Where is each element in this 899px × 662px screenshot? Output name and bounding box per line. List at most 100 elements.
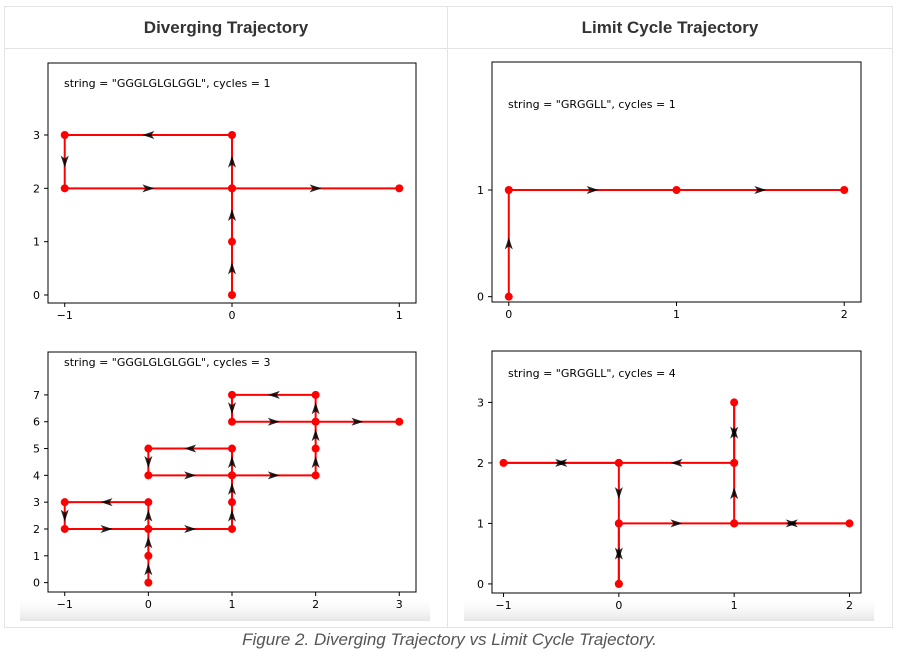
y-tick-label: 3 <box>33 496 40 509</box>
x-tick-label: 2 <box>841 308 848 321</box>
direction-arrow <box>142 131 155 139</box>
trajectory-point <box>228 498 236 507</box>
y-tick-label: 1 <box>33 236 40 249</box>
direction-arrow <box>228 509 236 522</box>
direction-arrow <box>614 487 623 500</box>
direction-arrow <box>670 519 683 528</box>
trajectory-point <box>228 444 236 453</box>
trajectory-point <box>395 184 404 193</box>
trajectory-point <box>311 444 320 453</box>
y-tick-label: 1 <box>477 517 484 530</box>
direction-arrow <box>184 444 197 453</box>
direction-arrow <box>730 487 739 500</box>
trajectory-point <box>228 471 236 480</box>
trajectory-point <box>730 398 739 407</box>
trajectory-point <box>144 524 153 533</box>
plot-annotation: string = "GGGLGLGLGGL", cycles = 3 <box>64 356 270 369</box>
trajectory-panel-3: −1 0 1 2 3 0 1 2 3 4 5 6 7 string = "GGGLGLGLGGL", cy… <box>33 351 417 611</box>
trajectory-point <box>228 131 236 139</box>
direction-arrow <box>144 563 153 576</box>
trajectory-point <box>144 498 153 507</box>
y-tick-label: 1 <box>477 184 484 197</box>
trajectory-point <box>60 184 69 193</box>
direction-arrow <box>754 186 767 194</box>
column-divider <box>447 7 448 627</box>
direction-arrow <box>144 455 153 468</box>
y-tick-label: 1 <box>33 550 40 563</box>
direction-arrow <box>228 455 236 468</box>
header-divider <box>5 48 892 49</box>
x-tick-label: −1 <box>57 309 73 322</box>
y-tick-label: 5 <box>33 443 40 456</box>
trajectory-point <box>144 551 153 560</box>
plot-annotation: string = "GGGLGLGLGGL", cycles = 1 <box>64 77 270 90</box>
direction-arrow <box>100 524 113 533</box>
y-tick-label: 2 <box>477 457 484 470</box>
direction-arrow <box>228 262 236 275</box>
trajectory-point <box>311 390 320 399</box>
direction-arrow <box>730 426 739 439</box>
x-tick-label: −1 <box>495 599 511 612</box>
x-tick-label: 0 <box>229 309 236 322</box>
trajectory-point <box>228 184 236 193</box>
trajectory-point <box>311 471 320 480</box>
y-tick-label: 3 <box>477 396 484 409</box>
trajectory-point <box>504 186 513 194</box>
y-tick-label: 0 <box>33 577 40 590</box>
left-column-header: Diverging Trajectory <box>143 18 309 37</box>
x-tick-label: 1 <box>229 598 236 611</box>
direction-arrow <box>100 498 113 507</box>
trajectory-point <box>672 186 681 194</box>
y-tick-label: 3 <box>33 129 40 142</box>
direction-arrow <box>228 482 236 495</box>
x-tick-label: 0 <box>615 599 622 612</box>
x-tick-label: 3 <box>396 598 403 611</box>
direction-arrow <box>144 536 153 549</box>
y-tick-label: 0 <box>33 289 40 302</box>
trajectory-point <box>60 524 69 533</box>
trajectory-point <box>144 471 153 480</box>
trajectory-point <box>228 417 236 426</box>
y-tick-label: 0 <box>477 578 484 591</box>
direction-arrow <box>311 455 320 468</box>
direction-arrow <box>311 402 320 415</box>
trajectory-point <box>499 458 508 467</box>
y-tick-label: 6 <box>33 416 40 429</box>
direction-arrow <box>228 402 236 415</box>
trajectory-point <box>840 186 849 194</box>
direction-arrow <box>267 390 280 399</box>
trajectory-point <box>144 578 153 587</box>
direction-arrow <box>60 509 69 522</box>
direction-arrow <box>184 524 197 533</box>
x-tick-label: 1 <box>396 309 403 322</box>
bottom-fade-1 <box>464 595 874 621</box>
y-tick-label: 0 <box>477 291 484 304</box>
direction-arrow <box>309 184 322 193</box>
direction-arrow <box>586 186 599 194</box>
direction-arrow <box>267 471 280 480</box>
trajectory-point <box>730 519 739 528</box>
trajectory-point <box>730 458 739 467</box>
direction-arrow <box>267 417 280 426</box>
direction-arrow <box>311 429 320 442</box>
direction-arrow <box>555 458 568 467</box>
x-tick-label: 0 <box>145 598 152 611</box>
direction-arrow <box>351 417 364 426</box>
trajectory-point <box>228 291 236 299</box>
trajectory-point <box>504 292 513 301</box>
trajectory-point <box>60 131 69 139</box>
trajectory-point <box>144 444 153 453</box>
x-tick-label: 1 <box>731 599 738 612</box>
trajectory-point <box>228 390 236 399</box>
direction-arrow <box>228 209 236 221</box>
trajectory-panel-2: 0 1 2 0 1 string = "GRGGLL", cycles = 1 <box>477 61 862 321</box>
x-tick-label: 1 <box>673 308 680 321</box>
direction-arrow <box>504 237 513 250</box>
figure-caption: Figure 2. Diverging Trajectory vs Limit … <box>242 630 657 649</box>
plot-annotation: string = "GRGGLL", cycles = 4 <box>508 367 676 380</box>
y-tick-label: 4 <box>33 469 40 482</box>
direction-arrow <box>228 155 236 168</box>
direction-arrow <box>184 471 197 480</box>
plot-area-frame <box>491 350 862 594</box>
